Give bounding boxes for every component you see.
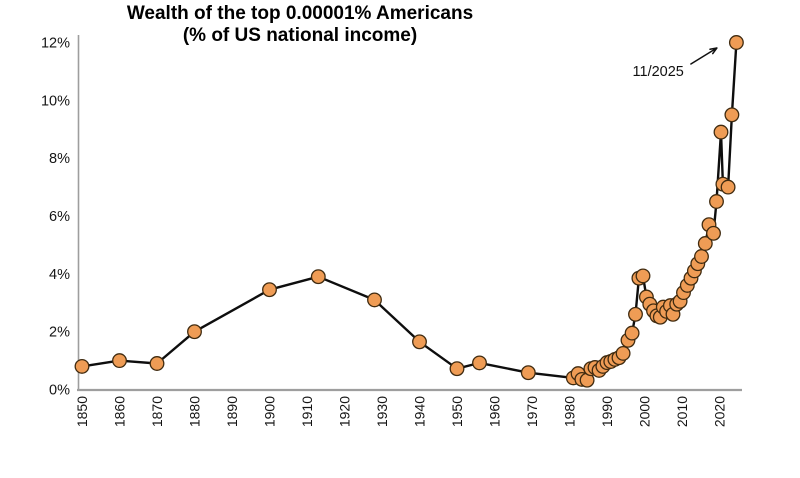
x-tick-label: 1880 [187,396,203,427]
chart-title-block: Wealth of the top 0.00001% Americans (% … [88,3,512,47]
y-tick-label: 12% [41,35,70,51]
data-point [472,355,487,371]
x-tick-label: 1980 [562,396,578,427]
data-point [310,269,326,285]
x-tick-label: 1950 [449,396,465,427]
x-tick-label: 1920 [337,396,353,427]
x-tick-label: 1970 [524,396,540,427]
data-point [628,306,643,322]
annotation-label: 11/2025 [633,64,684,80]
x-tick-label: 2010 [674,396,690,427]
data-point [149,356,165,371]
x-tick-label: 1850 [74,396,90,427]
data-point [697,236,713,251]
x-tick-label: 1910 [299,396,315,427]
x-tick-label: 1900 [262,396,278,427]
annotation-arrow [690,47,718,65]
y-tick-label: 8% [49,151,70,167]
data-point [367,292,382,308]
data-point [624,325,640,341]
y-tick-label: 10% [41,93,70,109]
y-tick-label: 4% [49,267,70,283]
data-point [615,345,631,361]
data-point [713,124,729,140]
x-tick-label: 2020 [712,396,728,427]
x-tick-label: 1930 [374,396,390,427]
data-point [74,358,90,374]
x-tick-label: 1940 [412,396,428,427]
data-point [706,225,721,241]
y-tick-label: 6% [49,209,70,225]
data-point [187,324,202,340]
data-point [449,361,465,377]
chart-subtitle: (% of US national income) [182,25,418,46]
chart-title: Wealth of the top 0.00001% Americans [126,3,474,24]
x-tick-label: 1960 [487,396,503,427]
x-tick-label: 1990 [599,396,615,427]
x-tick-label: 1870 [149,396,165,427]
x-tick-label: 1860 [112,396,128,427]
x-tick-label: 1890 [224,396,240,427]
data-point [262,282,277,298]
data-point [412,334,427,350]
data-point [694,249,709,264]
y-tick-label: 0% [49,383,70,399]
data-point [520,365,536,381]
data-point [724,107,740,123]
data-point [112,353,127,369]
data-point [635,268,651,284]
y-tick-label: 2% [49,325,70,341]
data-point [728,35,744,50]
x-tick-label: 2000 [637,396,653,427]
data-point [709,194,724,209]
data-point [720,179,736,195]
